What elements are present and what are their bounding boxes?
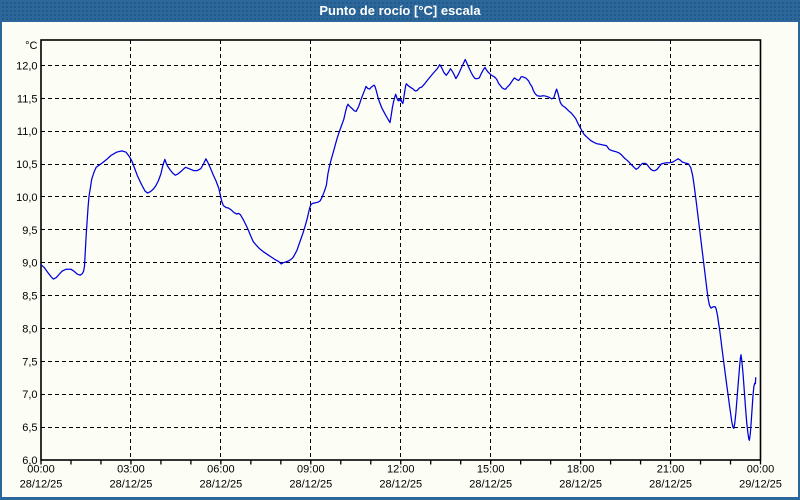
chart-title-bar: Punto de rocío [°C] escala [0, 0, 800, 22]
x-axis-date-label: 28/12/25 [559, 479, 602, 491]
x-axis-time-label: 18:00 [567, 464, 595, 476]
x-axis-time-label: 09:00 [297, 464, 325, 476]
y-axis-label: 9,5 [22, 225, 37, 237]
y-axis-label: 6,0 [22, 455, 37, 467]
x-axis-time-label: 03:00 [117, 464, 145, 476]
x-axis-time-label: 06:00 [207, 464, 235, 476]
y-axis-label: 8,5 [22, 291, 37, 303]
window-border-bottom [0, 497, 800, 500]
chart-title: Punto de rocío [°C] escala [319, 3, 481, 18]
y-axis-label: 6,5 [22, 422, 37, 434]
y-axis-label: 7,0 [22, 389, 37, 401]
y-axis-label: 8,0 [22, 323, 37, 335]
window-border-left [0, 22, 2, 500]
x-axis-time-label: 00:00 [27, 464, 55, 476]
x-axis-date-label: 28/12/25 [469, 479, 512, 491]
x-axis-time-label: 15:00 [477, 464, 505, 476]
y-axis-label: 12,0 [16, 60, 37, 72]
x-axis-time-label: 21:00 [657, 464, 685, 476]
x-axis-date-label: 28/12/25 [649, 479, 692, 491]
x-axis-time-label: 00:00 [747, 464, 775, 476]
window-border-right [798, 22, 800, 500]
plot-frame [40, 39, 762, 461]
y-axis-label: 10,5 [16, 159, 37, 171]
y-axis-label: 11,0 [17, 126, 38, 138]
y-axis-label: 7,5 [22, 356, 37, 368]
x-axis-time-label: 12:00 [387, 464, 415, 476]
data-line [40, 58, 757, 441]
x-axis-date-label: 28/12/25 [199, 479, 242, 491]
y-axis-label: 10,0 [16, 192, 37, 204]
x-axis-date-label: 28/12/25 [110, 479, 153, 491]
x-axis-date-label: 29/12/25 [739, 479, 782, 491]
x-axis-date-label: 28/12/25 [379, 479, 422, 491]
x-axis-date-label: 28/12/25 [20, 479, 63, 491]
x-axis-date-label: 28/12/25 [289, 479, 332, 491]
y-axis-unit-label: °C [25, 40, 37, 52]
y-axis-label: 9,0 [22, 258, 37, 270]
y-axis-label: 11,5 [17, 93, 38, 105]
